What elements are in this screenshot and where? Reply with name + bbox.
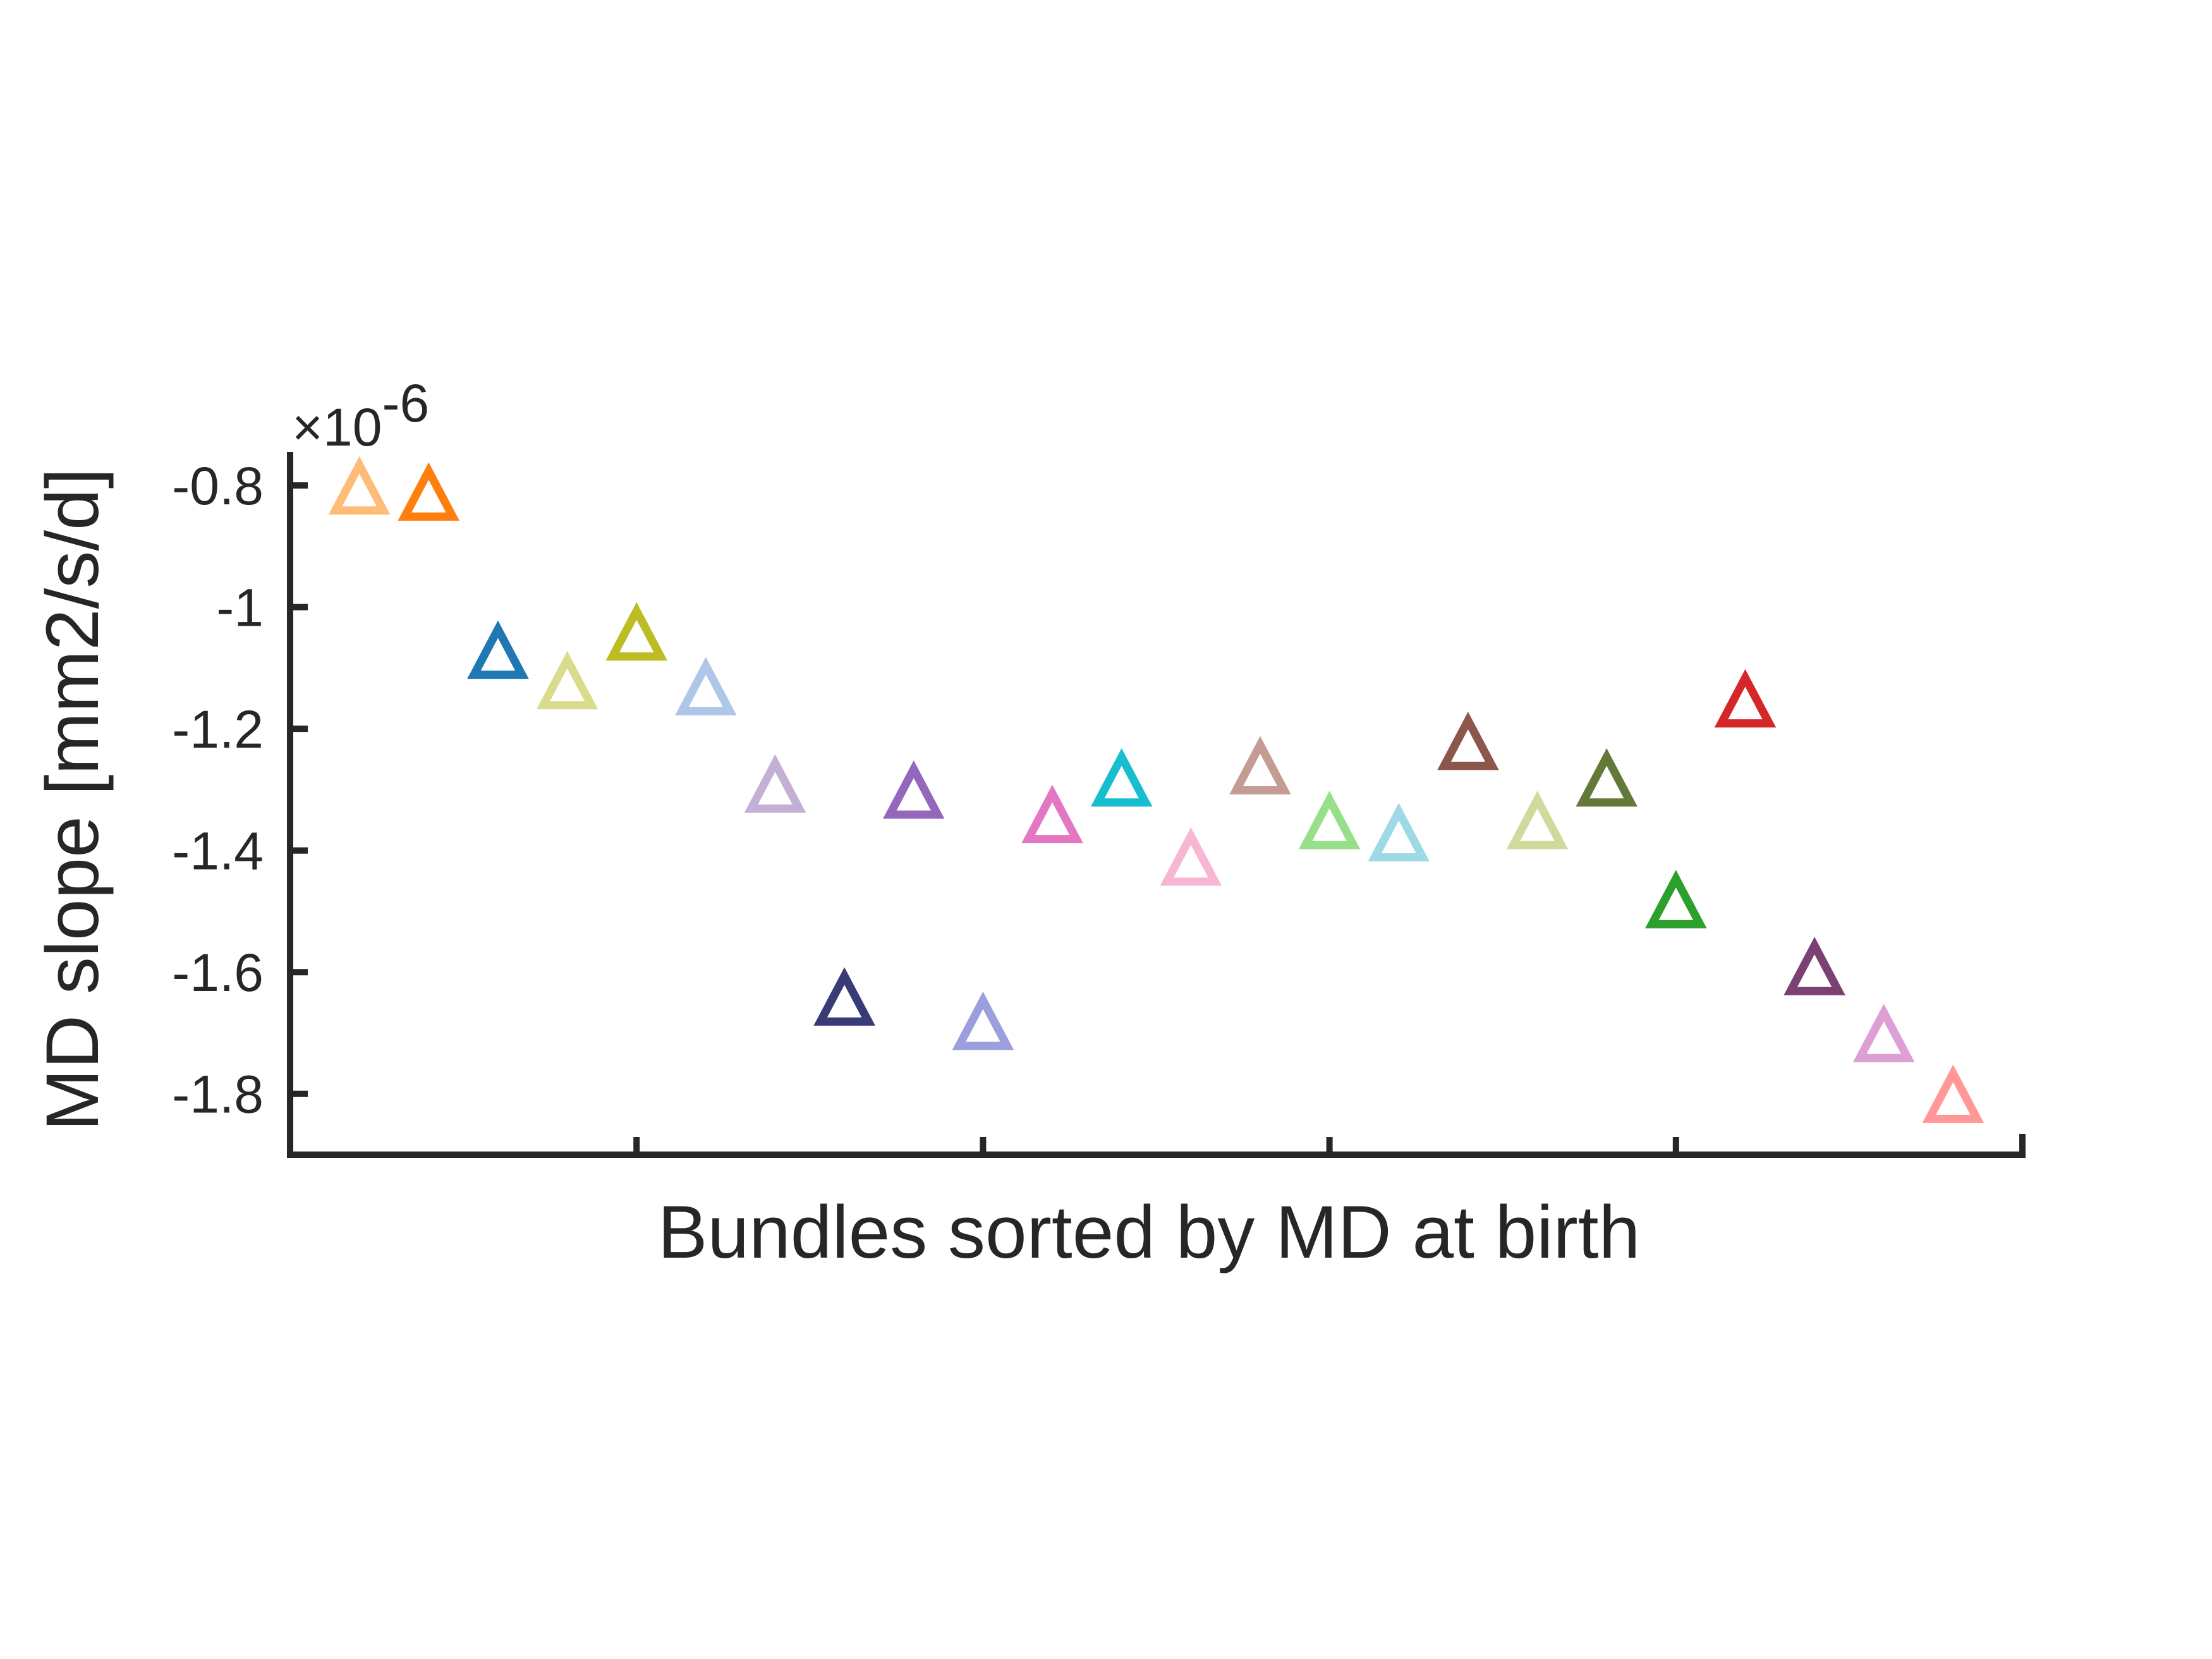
data-point-marker	[605, 602, 667, 661]
data-point-marker	[1784, 937, 1845, 995]
data-point-marker	[744, 754, 806, 813]
data-point-marker	[536, 650, 599, 710]
data-point-marker	[1645, 870, 1707, 928]
data-point-marker	[675, 657, 737, 715]
y-tick-label: -1.6	[172, 943, 264, 1002]
y-exponent-base: ×10	[292, 398, 382, 457]
data-point-marker	[1229, 736, 1291, 795]
data-point-marker	[1506, 791, 1569, 849]
data-point-marker	[398, 462, 460, 521]
y-tick-label: -1.4	[172, 822, 264, 881]
data-point-marker	[1714, 669, 1777, 728]
data-point-marker	[1368, 803, 1430, 861]
data-point-marker	[328, 456, 391, 515]
axes-frame	[287, 452, 2026, 1158]
data-point-marker	[467, 620, 529, 679]
y-axis-title: MD slope [mm2/s/d]	[31, 468, 114, 1131]
data-points	[328, 456, 1984, 1123]
data-point-marker	[1852, 1004, 1915, 1062]
y-tick-label: -1.2	[172, 700, 264, 759]
data-point-marker	[1576, 748, 1638, 807]
y-exponent-power: -6	[382, 374, 430, 433]
data-point-marker	[1021, 784, 1083, 844]
y-tick-label: -0.8	[172, 456, 264, 516]
data-point-marker	[1090, 748, 1153, 807]
data-point-marker	[1160, 827, 1222, 886]
x-axis-title: Bundles sorted by MD at birth	[658, 1191, 1640, 1274]
data-point-marker	[813, 967, 875, 1026]
y-tick-label: -1.8	[172, 1065, 264, 1124]
data-point-marker	[1298, 791, 1361, 849]
y-exponent-label: ×10-6	[292, 374, 429, 457]
data-point-marker	[952, 991, 1014, 1050]
y-tick-labels: -0.8 -1 -1.2 -1.4 -1.6 -1.8	[172, 456, 264, 1124]
data-point-marker	[1437, 712, 1499, 770]
data-point-marker	[882, 760, 945, 819]
data-point-marker	[1922, 1064, 1984, 1123]
y-tick-label: -1	[216, 578, 264, 638]
